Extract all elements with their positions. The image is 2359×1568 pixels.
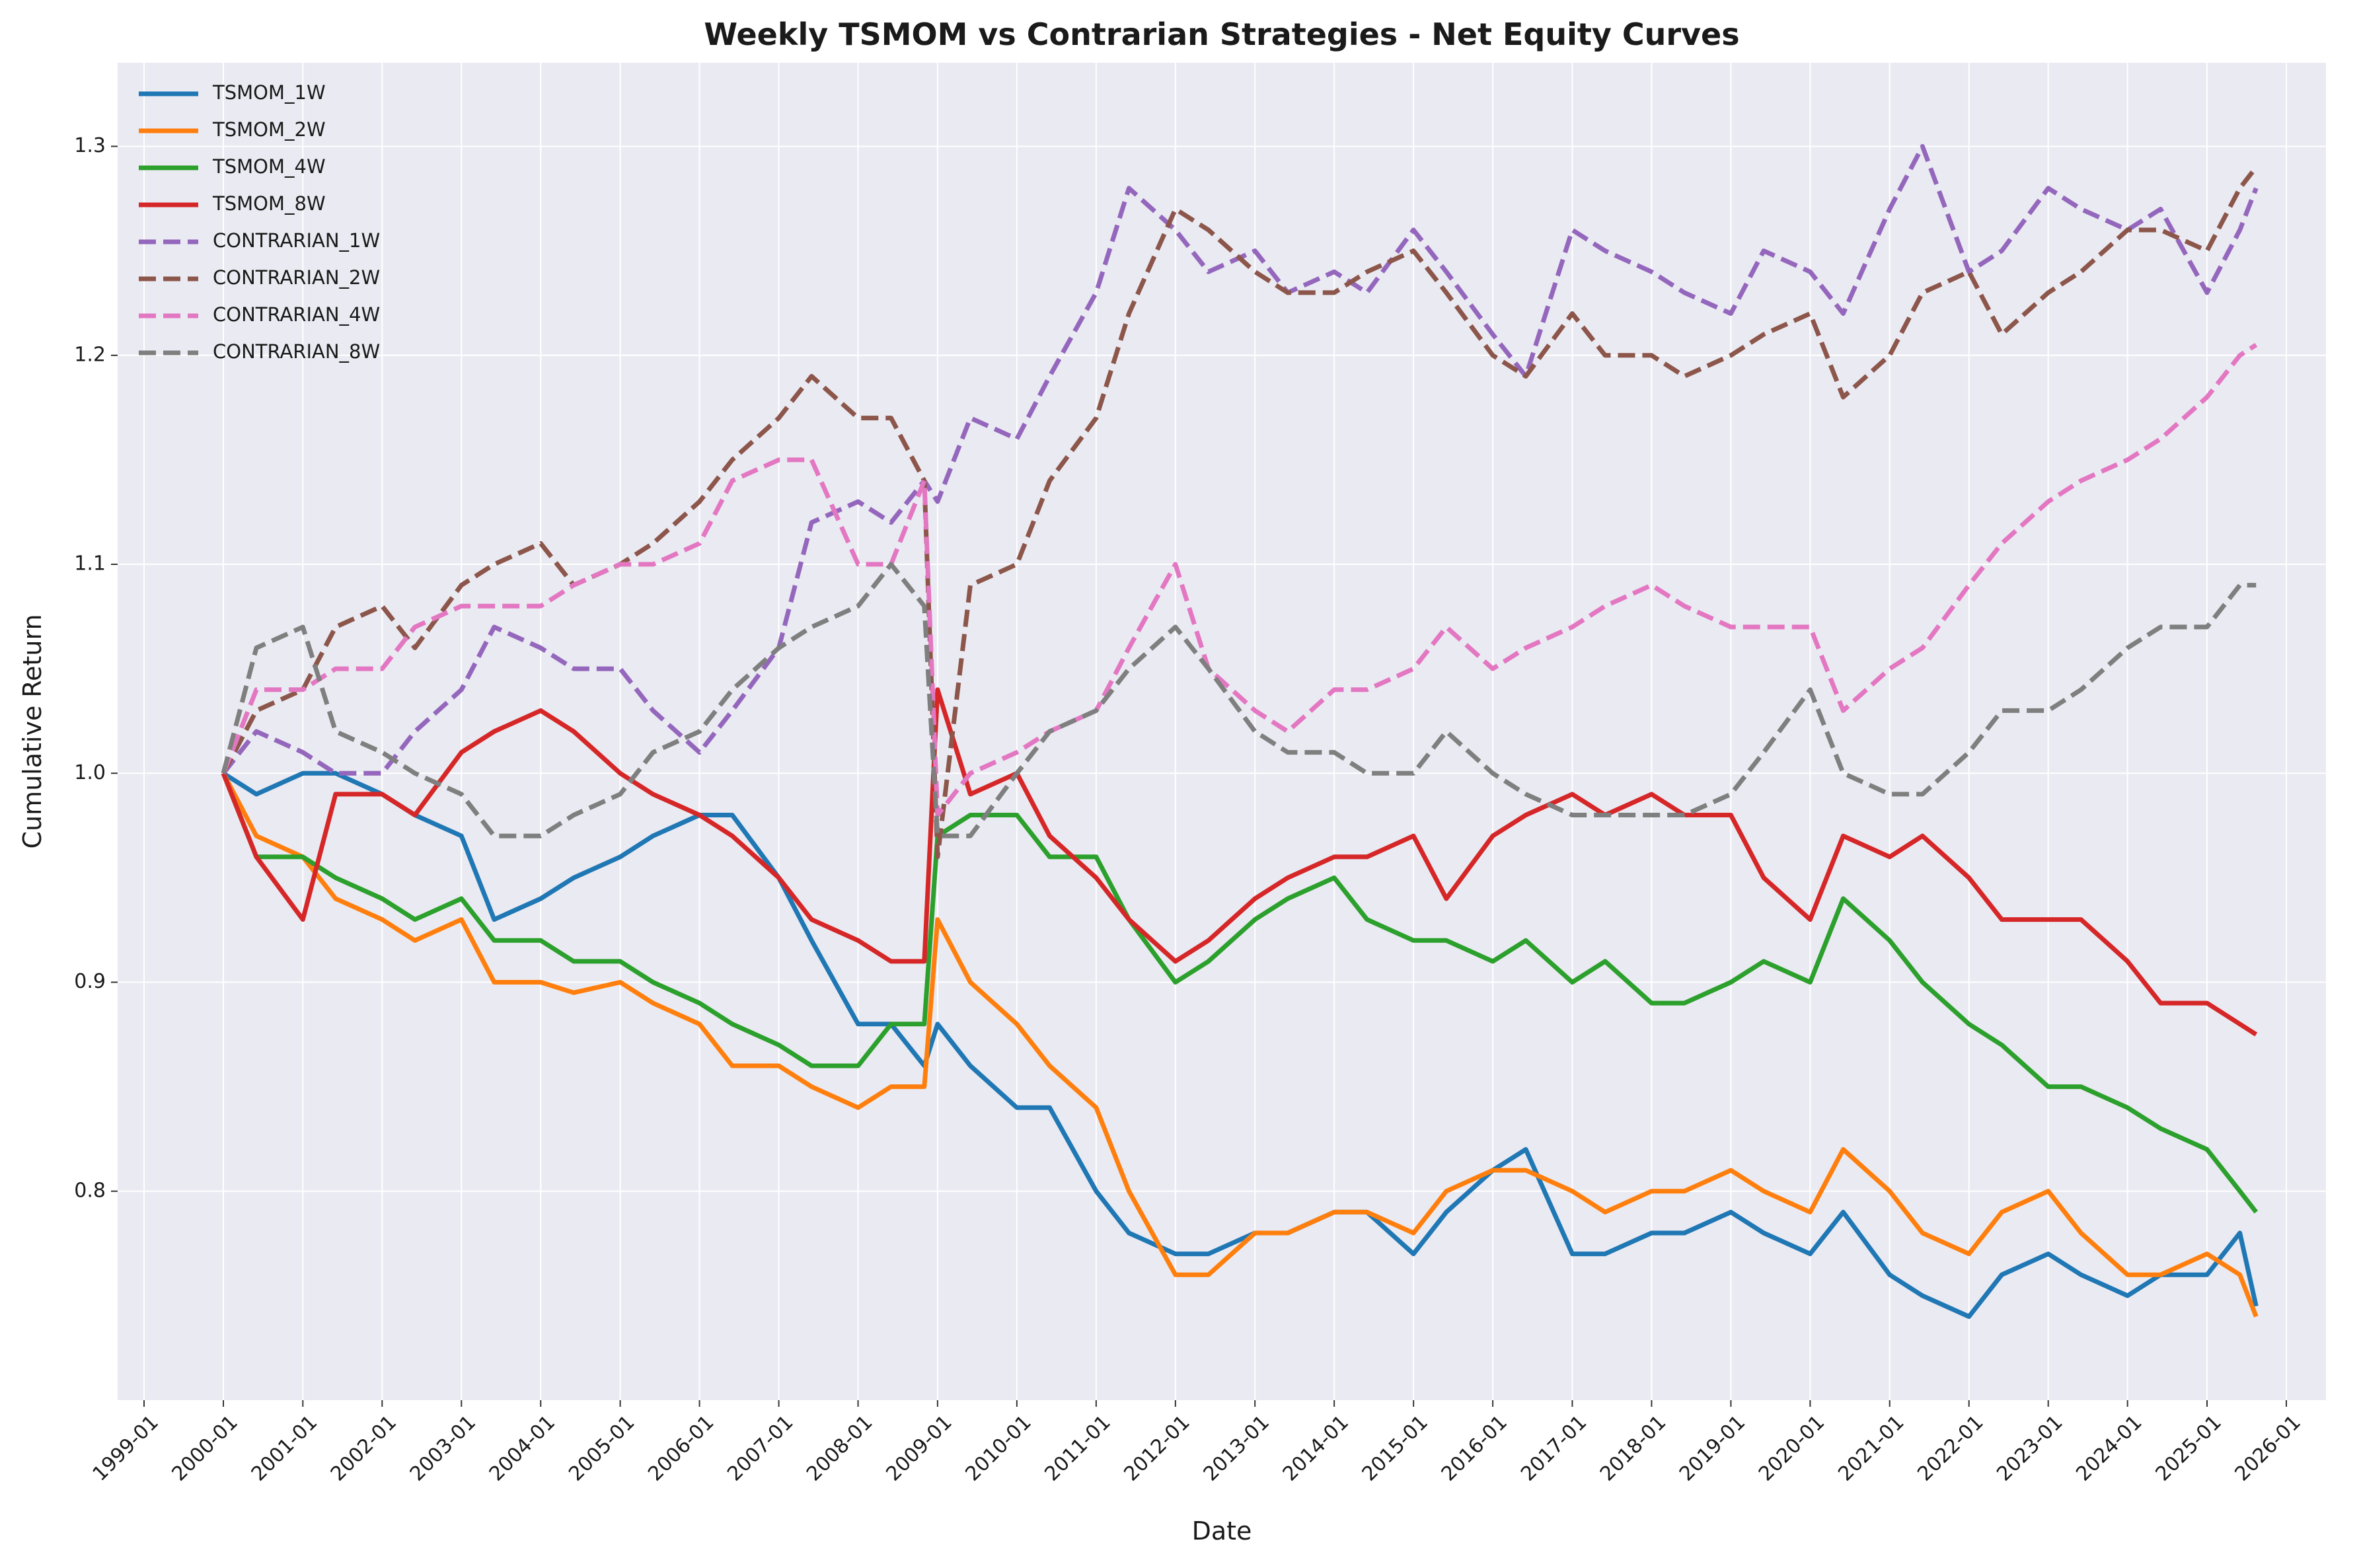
series-lines [221, 144, 2259, 1319]
legend-label: TSMOM_1W [212, 81, 326, 104]
x-axis-label: Date [1192, 1516, 1252, 1546]
series-line-tsmom-4w [221, 772, 2259, 1214]
y-tick-label: 0.8 [74, 1179, 106, 1202]
series-line-contrarian-1w [221, 144, 2259, 776]
plot-area [118, 63, 2326, 1400]
series-line-contrarian-4w [221, 342, 2258, 817]
legend-label: TSMOM_8W [212, 192, 326, 215]
series-line-contrarian-2w [221, 165, 2259, 860]
legend-label: TSMOM_2W [212, 118, 326, 141]
series-line-contrarian-8w [221, 562, 2257, 839]
legend-label: CONTRARIAN_1W [213, 229, 380, 252]
y-tick-label: 0.9 [74, 970, 106, 993]
legend-label: CONTRARIAN_4W [213, 303, 380, 326]
legend-label: CONTRARIAN_2W [213, 266, 380, 289]
y-tick-label: 1.1 [74, 552, 106, 576]
y-axis-label: Cumulative Return [18, 614, 47, 848]
series-line-tsmom-2w [221, 772, 2259, 1318]
y-tick-label: 1.2 [74, 343, 106, 366]
series-line-tsmom-8w [221, 687, 2258, 1037]
chart-title: Weekly TSMOM vs Contrarian Strategies - … [704, 17, 1739, 52]
legend: TSMOM_1W TSMOM_2W TSMOM_4W TSMOM_8W CONTRARI… [139, 81, 380, 363]
y-tick-label: 1.3 [74, 134, 106, 157]
series-line-tsmom-1w [222, 770, 2259, 1319]
y-tick-label: 1.0 [74, 761, 106, 784]
y-axis-ticks: 0.8 0.9 1.0 1.1 1.2 1.3 [74, 134, 118, 1202]
legend-label: TSMOM_4W [212, 155, 326, 178]
legend-label: CONTRARIAN_8W [213, 340, 380, 363]
